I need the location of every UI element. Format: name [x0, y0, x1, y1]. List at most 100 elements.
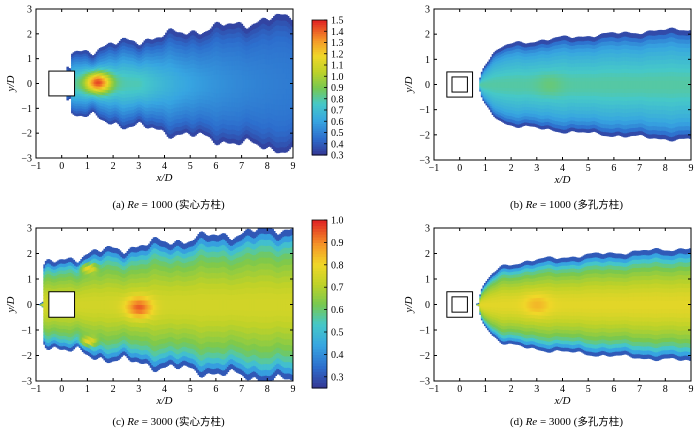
panel-caption: (b) Re = 1000 (多孔方柱) — [510, 198, 623, 211]
x-tick-label: 4 — [162, 161, 167, 172]
y-tick-label: −1 — [419, 105, 430, 116]
panel-b: −1 0 1 2 3 4 5 6 7 8 9 −3 −2 −1 0 1 2 3 x/D y/D (b) Re = 100… — [403, 5, 694, 212]
y-tick-label: 2 — [27, 29, 32, 40]
x-tick-label: 0 — [59, 384, 64, 395]
colorbar-tick-label: 0.7 — [331, 106, 344, 117]
colorbar: 0.3 0.4 0.5 0.6 0.7 0.8 0.9 1.0 — [311, 216, 344, 389]
x-axis-label: x/D — [156, 172, 173, 184]
x-axis-label: x/D — [554, 174, 571, 186]
colorbar-tick-label: 1.3 — [331, 38, 344, 49]
x-tick-label: 1 — [85, 384, 90, 395]
x-tick-label: 0 — [59, 161, 64, 172]
colorbar-tick-label: 0.3 — [331, 151, 344, 162]
colorbar-tick-label: 0.3 — [331, 372, 344, 383]
x-tick-label: 6 — [611, 163, 616, 174]
x-tick-label: 0 — [457, 384, 462, 395]
x-tick-label: 9 — [689, 163, 694, 174]
y-tick-label: 1 — [425, 55, 430, 66]
y-tick-label: 3 — [425, 224, 430, 235]
y-tick-label: 1 — [27, 275, 32, 286]
colorbar-tick-label: 0.8 — [331, 260, 344, 271]
x-tick-label: 9 — [291, 384, 296, 395]
x-tick-label: 2 — [111, 384, 116, 395]
y-tick-label: 2 — [425, 30, 430, 41]
y-tick-label: 0 — [425, 300, 430, 311]
y-tick-label: 3 — [27, 224, 32, 235]
x-tick-label: 8 — [663, 163, 668, 174]
y-tick-label: −3 — [21, 377, 32, 388]
y-tick-label: −3 — [419, 377, 430, 388]
panel-caption: (a) Re = 1000 (实心方柱) — [112, 198, 225, 211]
x-tick-label: 5 — [586, 384, 591, 395]
y-axis-label: y/D — [403, 77, 415, 94]
x-tick-label: 9 — [689, 384, 694, 395]
x-tick-label: 5 — [188, 161, 193, 172]
colorbar-tick-label: 0.4 — [331, 350, 344, 361]
x-tick-label: 8 — [663, 384, 668, 395]
x-tick-label: 8 — [265, 161, 270, 172]
colorbar-tick-label: 1.0 — [331, 216, 344, 227]
y-tick-label: 0 — [27, 300, 32, 311]
x-tick-label: 5 — [188, 384, 193, 395]
y-tick-label: −1 — [21, 326, 32, 337]
x-tick-label: 3 — [136, 384, 141, 395]
colorbar-tick-label: 0.5 — [331, 128, 344, 139]
contour-field — [479, 27, 691, 142]
x-tick-label: 2 — [509, 163, 514, 174]
x-tick-label: 3 — [136, 161, 141, 172]
y-tick-label: 0 — [425, 80, 430, 91]
x-tick-label: 6 — [213, 161, 218, 172]
x-tick-label: 7 — [637, 163, 642, 174]
contour-field — [38, 228, 293, 381]
colorbar: 0.30.40.50.60.70.80.91.01.11.21.31.41.5 — [311, 16, 344, 162]
panel-d: −1 0 1 2 3 4 5 6 7 8 9 −3 −2 −1 0 1 2 3 x/D y/D (d) Re = 300… — [403, 224, 694, 429]
x-tick-label: 4 — [560, 163, 565, 174]
x-tick-label: 0 — [457, 163, 462, 174]
x-tick-label: 3 — [534, 163, 539, 174]
y-tick-label: −3 — [21, 154, 32, 165]
y-tick-label: −2 — [21, 351, 32, 362]
x-tick-label: 2 — [509, 384, 514, 395]
contour-field — [476, 247, 691, 362]
colorbar-tick-label: 0.4 — [331, 139, 344, 150]
panel-caption: (c) Re = 3000 (实心方柱) — [112, 415, 225, 428]
colorbar-tick-label: 1.4 — [331, 27, 344, 38]
colorbar-tick-label: 0.9 — [331, 83, 344, 94]
x-tick-label: 4 — [560, 384, 565, 395]
y-tick-label: 1 — [27, 54, 32, 65]
y-tick-label: 2 — [425, 249, 430, 260]
colorbar-tick-label: 1.5 — [331, 16, 344, 27]
colorbar-tick-label: 0.6 — [331, 117, 344, 128]
y-tick-label: 3 — [27, 5, 32, 16]
y-tick-label: −1 — [21, 104, 32, 115]
x-tick-label: 8 — [265, 384, 270, 395]
colorbar-tick-label: 0.5 — [331, 328, 344, 339]
solid-cylinder — [48, 70, 76, 97]
x-tick-label: −1 — [429, 163, 440, 174]
porous-cylinder-inner — [451, 296, 468, 313]
x-tick-label: 6 — [611, 384, 616, 395]
colorbar-tick-label: 1.2 — [331, 49, 344, 60]
y-tick-label: 0 — [27, 79, 32, 90]
colorbar-tick-label: 0.8 — [331, 94, 344, 105]
contour-field — [54, 13, 293, 154]
x-tick-label: 4 — [162, 384, 167, 395]
porous-cylinder — [446, 291, 474, 318]
y-tick-label: 2 — [27, 249, 32, 260]
x-tick-label: −1 — [31, 384, 42, 395]
x-tick-label: 1 — [483, 163, 488, 174]
y-axis-label: y/D — [403, 297, 415, 314]
x-tick-label: 7 — [637, 384, 642, 395]
y-tick-label: −3 — [419, 156, 430, 167]
solid-cylinder — [48, 291, 76, 318]
y-axis-label: y/D — [5, 76, 17, 93]
porous-cylinder-inner — [451, 76, 468, 93]
x-tick-label: 5 — [586, 163, 591, 174]
y-axis-label: y/D — [5, 297, 17, 314]
colorbar-tick-label: 1.1 — [331, 61, 344, 72]
y-tick-label: −2 — [419, 130, 430, 141]
porous-cylinder — [446, 71, 474, 98]
x-tick-label: 7 — [239, 161, 244, 172]
x-tick-label: −1 — [31, 161, 42, 172]
x-axis-label: x/D — [156, 395, 173, 407]
